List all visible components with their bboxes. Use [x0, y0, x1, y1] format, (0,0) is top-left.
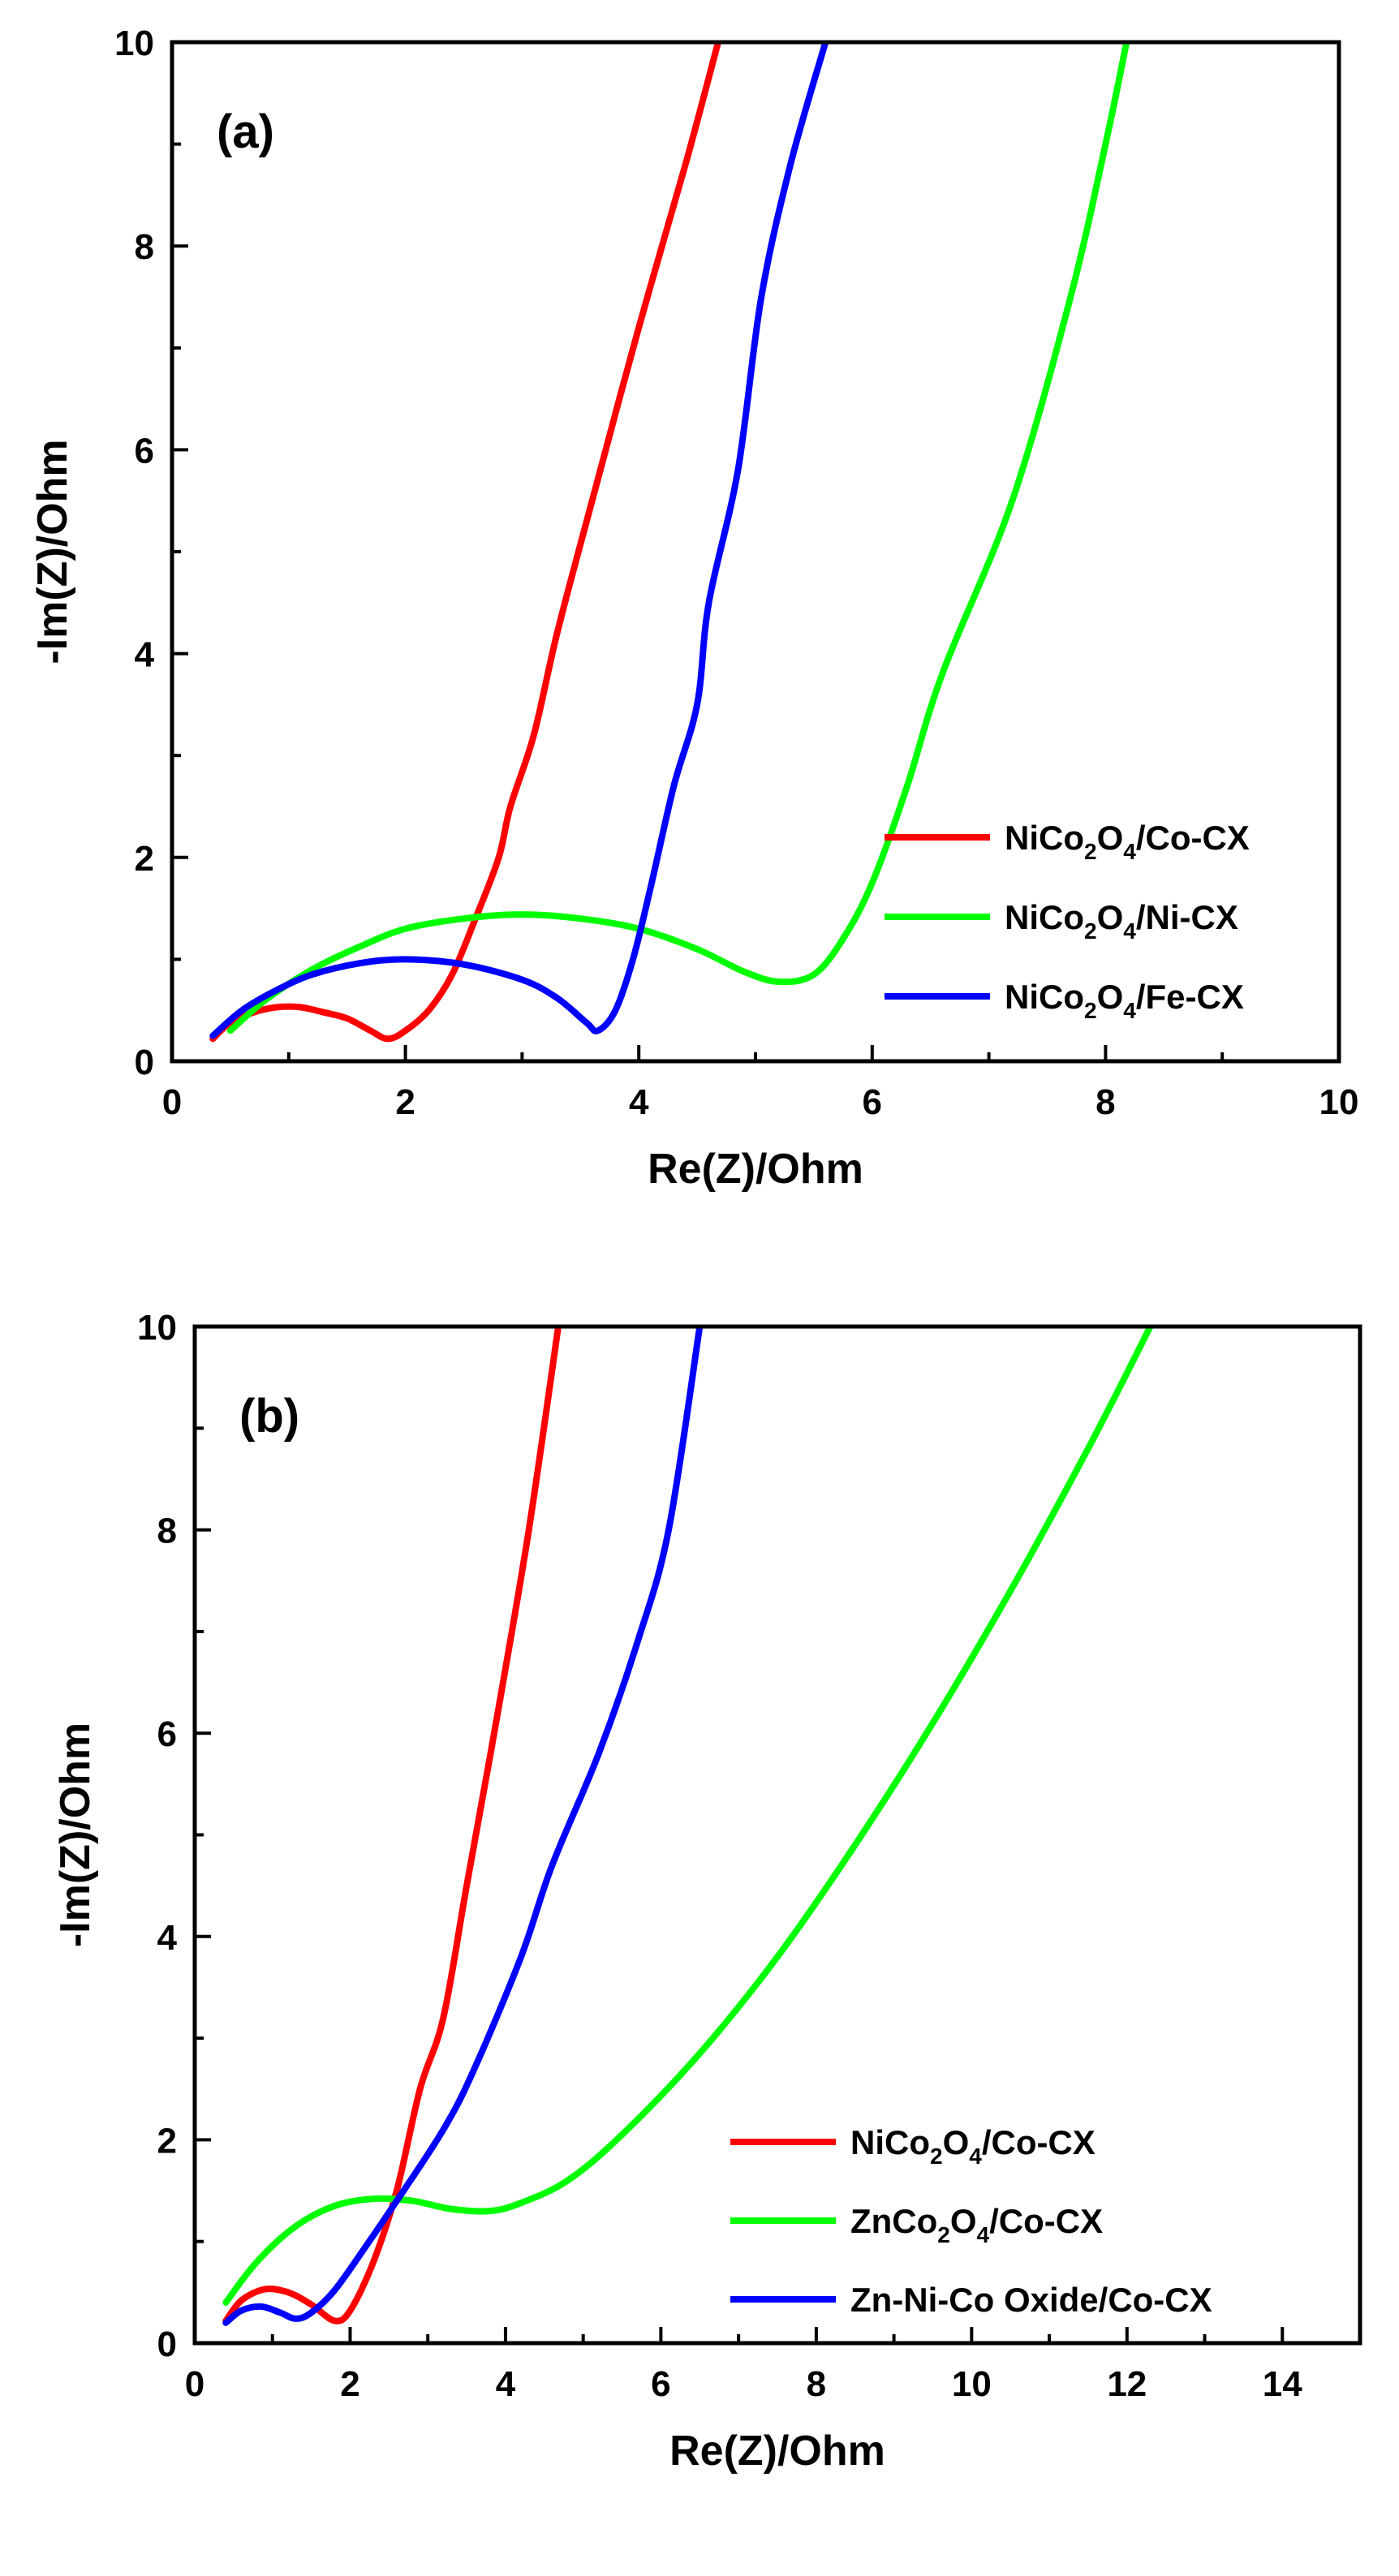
x-tick-label: 10 — [952, 2364, 992, 2404]
series-line-znco2o4-co-cx — [222, 1327, 1154, 2306]
series-line-nico2o4-ni-cx — [226, 42, 1130, 1034]
legend-label: ZnCo2O4/Co-CX — [850, 2202, 1103, 2247]
legend-label: NiCo2O4/Co-CX — [1005, 819, 1250, 864]
legend-subscript: 2 — [1084, 839, 1097, 864]
legend-label: Zn-Ni-Co Oxide/Co-CX — [850, 2281, 1212, 2319]
legend-text-part: O — [1097, 819, 1124, 857]
y-tick-label: 10 — [137, 1308, 177, 1348]
legend-subscript: 4 — [1123, 918, 1136, 944]
legend-text-part: /Co-CX — [982, 2123, 1096, 2161]
legend-label: NiCo2O4/Fe-CX — [1005, 978, 1244, 1023]
x-tick-label: 14 — [1263, 2364, 1302, 2404]
legend-text-part: ZnCo — [850, 2202, 937, 2240]
x-tick-label: 10 — [1319, 1082, 1359, 1122]
x-tick-label: 0 — [185, 2364, 204, 2404]
legend-text-part: NiCo — [1005, 898, 1084, 936]
plot-frame — [192, 1324, 1362, 2346]
legend-text-part: /Co-CX — [989, 2202, 1103, 2240]
y-tick-label: 6 — [135, 431, 154, 471]
panel-label: (b) — [239, 1390, 299, 1443]
x-tick-label: 6 — [863, 1082, 882, 1122]
legend-subscript: 2 — [1084, 998, 1097, 1023]
x-tick-label: 8 — [1096, 1082, 1115, 1122]
legend-subscript: 4 — [969, 2144, 982, 2169]
legend-text-part: /Co-CX — [1136, 819, 1250, 857]
y-tick-label: 4 — [157, 1918, 178, 1958]
legend-label: NiCo2O4/Co-CX — [850, 2123, 1096, 2169]
chart-panel-a: 0 2 4 6 8 100246810Re(Z)/Ohm-Im(Z)/Ohm(a)NiCo… — [29, 24, 1358, 1193]
legend-text-part: NiCo — [1005, 819, 1084, 857]
series-line-nico2o4-fe-cx — [209, 42, 829, 1039]
series-line-nico2o4-co-cx — [209, 42, 721, 1043]
x-tick-label: 2 — [340, 2364, 359, 2404]
y-tick-label: 0 — [157, 2324, 177, 2364]
panel-label: (a) — [217, 105, 274, 158]
y-axis-label: -Im(Z)/Ohm — [52, 1722, 99, 1947]
x-tick-label: 4 — [629, 1082, 649, 1122]
legend-subscript: 2 — [930, 2144, 943, 2169]
legend-label: NiCo2O4/Ni-CX — [1005, 898, 1238, 944]
legend-text-part: Zn-Ni-Co Oxide/Co-CX — [850, 2281, 1212, 2319]
legend-text-part: O — [1097, 978, 1124, 1016]
legend-text-part: O — [1097, 898, 1124, 936]
chart-panel-b: 0 2 4 6 8 10 12 14 0 2 4 6 8 10 Re(Z)/Ohm -Im(Z)/Ohm (b)… — [52, 1308, 1362, 2475]
legend-subscript: 4 — [1123, 998, 1136, 1023]
x-axis-label: Re(Z)/Ohm — [669, 2428, 885, 2475]
legend-text-part: /Fe-CX — [1136, 978, 1244, 1016]
y-tick-label: 8 — [135, 227, 154, 267]
legend-subscript: 4 — [977, 2222, 990, 2247]
x-tick-label: 4 — [496, 2364, 516, 2404]
x-tick-label: 6 — [651, 2364, 670, 2404]
series-line-nico2o4-co-cx — [222, 1327, 562, 2324]
legend-text-part: O — [943, 2123, 970, 2161]
legend-subscript: 2 — [1084, 918, 1097, 944]
legend-text-part: O — [950, 2202, 977, 2240]
x-tick-label: 12 — [1107, 2364, 1147, 2404]
y-tick-label: 6 — [157, 1714, 177, 1754]
x-tick-label: 0 — [162, 1082, 182, 1122]
y-tick-label: 8 — [157, 1512, 177, 1551]
legend-text-part: /Ni-CX — [1136, 898, 1238, 936]
y-axis-label: -Im(Z)/Ohm — [29, 439, 76, 664]
y-tick-label: 0 — [135, 1043, 154, 1082]
x-axis-label: Re(Z)/Ohm — [648, 1146, 863, 1193]
y-tick-label: 2 — [135, 839, 154, 879]
legend-text-part: NiCo — [850, 2123, 930, 2161]
y-tick-label: 10 — [114, 24, 154, 63]
x-tick-label: 8 — [807, 2364, 826, 2404]
series-line-zn-ni-co-oxide-co-cx — [222, 1327, 704, 2326]
x-tick-label: 2 — [395, 1082, 415, 1122]
y-tick-label: 4 — [135, 635, 155, 675]
legend-subscript: 4 — [1123, 839, 1136, 864]
legend-text-part: NiCo — [1005, 978, 1084, 1016]
y-tick-label: 2 — [157, 2121, 177, 2161]
legend-subscript: 2 — [937, 2222, 950, 2247]
